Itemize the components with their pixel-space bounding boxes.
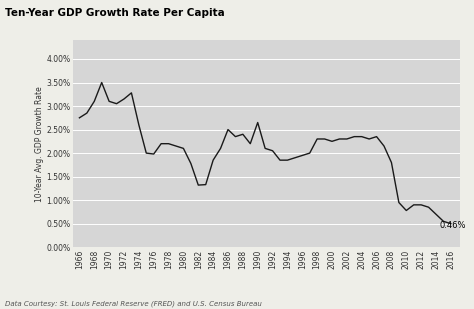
Text: 0.46%: 0.46% <box>440 221 466 230</box>
Text: Data Courtesy: St. Louis Federal Reserve (FRED) and U.S. Census Bureau: Data Courtesy: St. Louis Federal Reserve… <box>5 301 262 307</box>
Y-axis label: 10-Year Avg. GDP Growth Rate: 10-Year Avg. GDP Growth Rate <box>35 86 44 201</box>
Text: Ten-Year GDP Growth Rate Per Capita: Ten-Year GDP Growth Rate Per Capita <box>5 8 225 18</box>
